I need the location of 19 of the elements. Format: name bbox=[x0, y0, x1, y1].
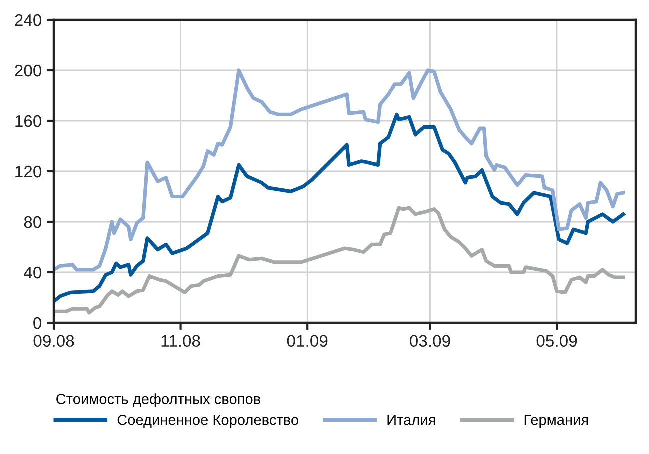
legend-label: Германия bbox=[524, 415, 588, 428]
x-tick-label: 05.09 bbox=[536, 335, 578, 348]
y-tick-label: 40 bbox=[24, 266, 42, 279]
line-series bbox=[54, 112, 626, 304]
y-tick-label: 120 bbox=[16, 166, 42, 178]
legend-title: Стоимость дефолтных свопов bbox=[56, 394, 260, 408]
x-tick-label: 03.09 bbox=[410, 335, 450, 348]
y-tick-label: 0 bbox=[34, 317, 42, 330]
line-series bbox=[54, 68, 626, 272]
y-tick-label: 160 bbox=[16, 115, 42, 128]
legend-label: Соединенное Королевство bbox=[118, 414, 298, 428]
x-tick-label: 09.08 bbox=[34, 335, 74, 348]
y-tick-label: 200 bbox=[15, 64, 42, 77]
line-series bbox=[54, 206, 626, 315]
x-tick-label: 11.08 bbox=[162, 335, 200, 348]
y-tick-label: 80 bbox=[24, 216, 42, 228]
x-tick-label: 01.09 bbox=[287, 335, 328, 348]
y-tick-label: 240 bbox=[15, 14, 42, 26]
legend-label: Италия bbox=[388, 415, 436, 426]
